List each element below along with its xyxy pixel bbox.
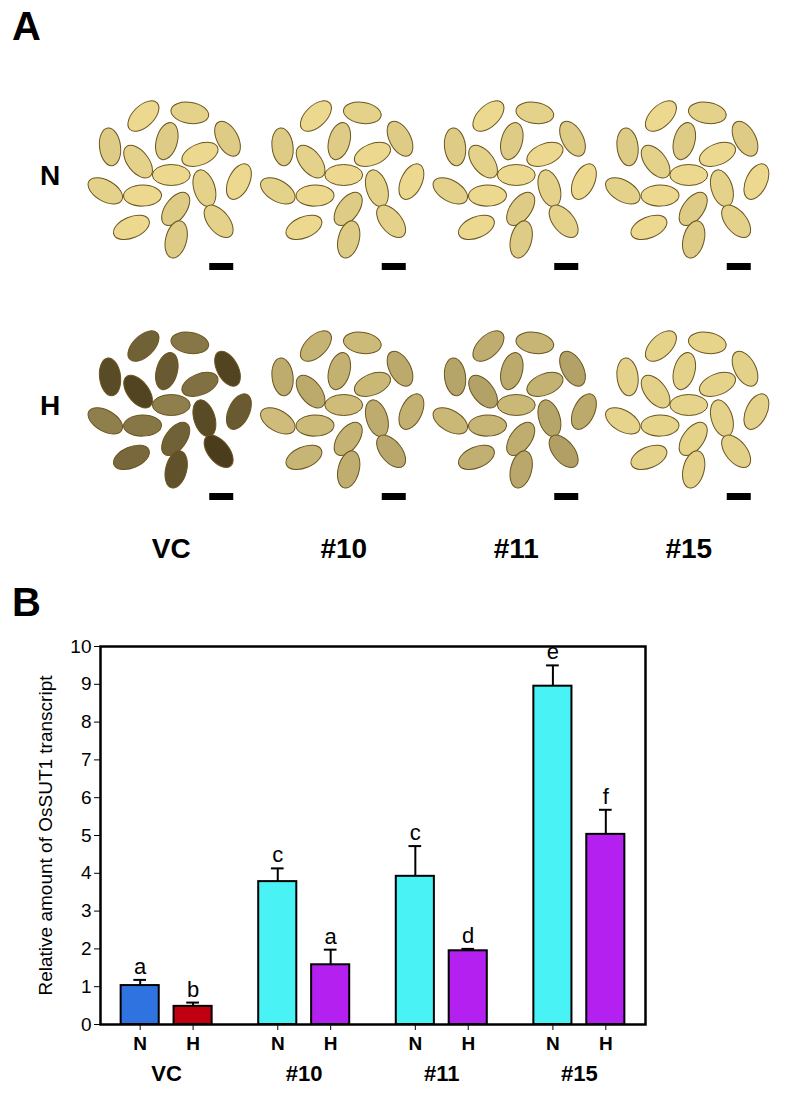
svg-text:#15: #15	[665, 533, 712, 564]
svg-text:A: A	[12, 4, 41, 48]
svg-text:8: 8	[81, 711, 92, 732]
svg-text:c: c	[410, 820, 421, 845]
svg-text:H: H	[186, 1033, 200, 1054]
svg-text:H: H	[461, 1033, 475, 1054]
svg-text:5: 5	[81, 825, 92, 846]
svg-text:N: N	[40, 160, 60, 191]
svg-text:10: 10	[70, 636, 91, 657]
html-text:B: B	[12, 580, 41, 624]
svg-text:a: a	[134, 954, 147, 979]
svg-text:6: 6	[81, 787, 92, 808]
svg-text:N: N	[133, 1033, 147, 1054]
svg-text:a: a	[325, 924, 338, 949]
svg-text:#10: #10	[286, 1061, 323, 1086]
svg-text:H: H	[324, 1033, 338, 1054]
svg-text:b: b	[187, 977, 199, 1002]
svg-text:#10: #10	[320, 533, 367, 564]
svg-text:3: 3	[81, 900, 92, 921]
svg-text:VC: VC	[151, 1061, 182, 1086]
svg-text:N: N	[271, 1033, 285, 1054]
svg-text:#11: #11	[494, 533, 539, 564]
svg-text:H: H	[599, 1033, 613, 1054]
svg-text:Relative amount of OsSUT1 tran: Relative amount of OsSUT1 transcript	[35, 675, 56, 996]
svg-text:9: 9	[81, 673, 92, 694]
svg-text:0: 0	[81, 1014, 92, 1035]
svg-text:4: 4	[81, 862, 92, 883]
svg-text:2: 2	[81, 938, 92, 959]
svg-text:N: N	[546, 1033, 560, 1054]
svg-text:N: N	[408, 1033, 422, 1054]
svg-text:1: 1	[81, 976, 92, 997]
svg-text:#11: #11	[424, 1061, 460, 1086]
svg-text:VC: VC	[152, 533, 191, 564]
svg-text:c: c	[272, 842, 283, 867]
svg-text:#15: #15	[561, 1061, 598, 1086]
svg-text:e: e	[547, 639, 559, 664]
svg-text:7: 7	[81, 749, 92, 770]
svg-text:H: H	[40, 390, 60, 421]
svg-text:f: f	[603, 784, 610, 809]
svg-text:d: d	[462, 923, 474, 948]
